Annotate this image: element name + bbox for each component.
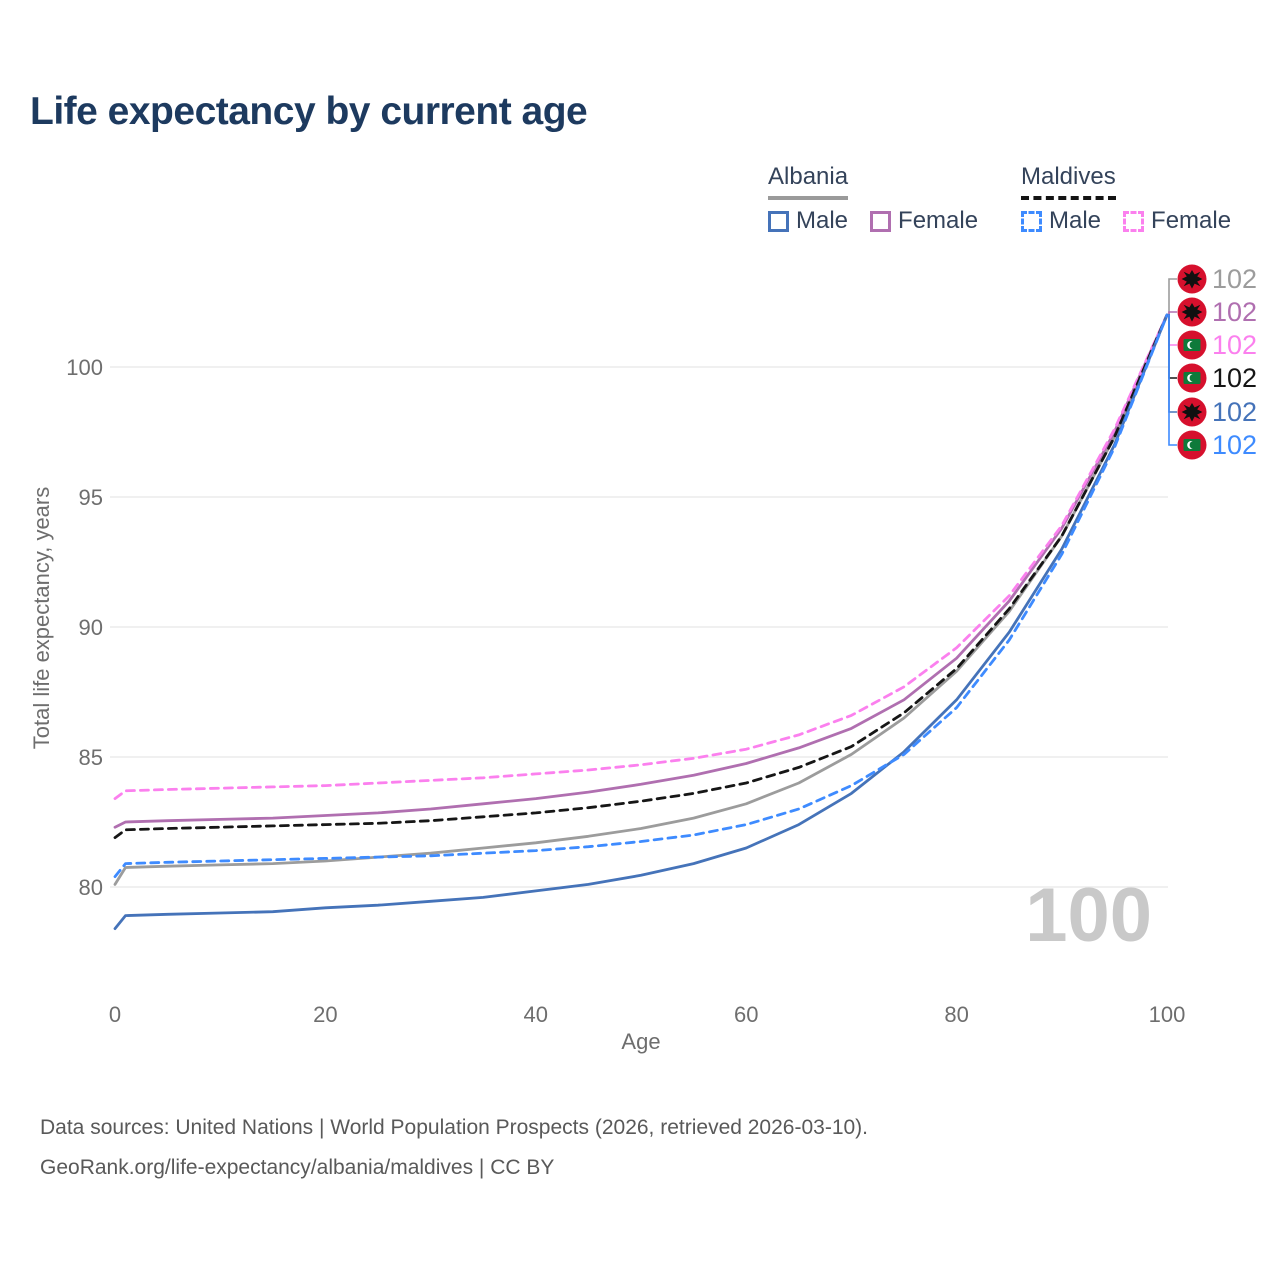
- legend-item-label: Female: [1151, 207, 1232, 234]
- legend-group-albania: Albania Male Female: [768, 163, 978, 235]
- legend-item-label: Female: [898, 207, 979, 234]
- legend-item-label: Male: [796, 207, 849, 234]
- end-value-label: 102: [1212, 264, 1257, 294]
- x-tick-label: 40: [524, 1002, 548, 1027]
- end-value-label: 102: [1212, 363, 1257, 393]
- maldives-female-swatch-icon: [1123, 210, 1145, 232]
- y-tick-label: 95: [79, 485, 103, 510]
- series-line-maldives-both[interactable]: [113, 313, 1169, 839]
- series-line-maldives-male[interactable]: [113, 313, 1169, 878]
- y-axis-ticks: 80 85 90 95 100: [66, 355, 103, 900]
- data-sources-note: Data sources: United Nations | World Pop…: [40, 1116, 869, 1139]
- albania-female-swatch-icon: [870, 210, 892, 232]
- legend: Albania Male Female Maldives Male Female: [0, 163, 1280, 243]
- legend-item-albania-female[interactable]: Female: [870, 207, 978, 235]
- end-value-label: 102: [1212, 397, 1257, 427]
- y-tick-label: 80: [79, 875, 103, 900]
- legend-header-maldives[interactable]: Maldives: [1021, 163, 1116, 200]
- x-axis-title: Age: [621, 1029, 660, 1054]
- end-value-label: 102: [1212, 430, 1257, 460]
- y-tick-label: 85: [79, 745, 103, 770]
- x-axis-ticks: 0 20 40 60 80 100: [109, 1002, 1185, 1027]
- footer: Data sources: United Nations | World Pop…: [40, 1108, 1190, 1188]
- legend-item-label: Male: [1049, 207, 1102, 234]
- age-indicator-watermark: 100: [1025, 873, 1152, 958]
- x-tick-label: 0: [109, 1002, 121, 1027]
- legend-header-albania[interactable]: Albania: [768, 163, 849, 200]
- maldives-male-swatch-icon: [1021, 210, 1042, 232]
- maldives-flag-icon: [1177, 430, 1207, 460]
- maldives-flag-icon: [1177, 330, 1207, 360]
- page-title: Life expectancy by current age: [30, 90, 588, 133]
- gridlines: [110, 366, 1168, 888]
- albania-flag-icon: [1177, 297, 1207, 327]
- source-url: GeoRank.org/life-expectancy/albania/mald…: [40, 1156, 555, 1179]
- legend-item-maldives-male[interactable]: Male: [1021, 207, 1101, 235]
- legend-item-albania-male[interactable]: Male: [768, 207, 848, 235]
- maldives-flag-icon: [1177, 363, 1207, 393]
- y-tick-label: 90: [79, 615, 103, 640]
- albania-male-swatch-icon: [768, 210, 789, 232]
- legend-item-maldives-female[interactable]: Female: [1123, 207, 1231, 235]
- series-line-albania-male[interactable]: [113, 313, 1169, 930]
- y-axis-title: Total life expectancy, years: [29, 487, 54, 750]
- legend-group-maldives: Maldives Male Female: [1021, 163, 1231, 235]
- y-tick-label: 100: [66, 355, 103, 380]
- leader-line: [1167, 278, 1177, 316]
- end-value-label: 102: [1212, 297, 1257, 327]
- albania-flag-icon: [1177, 397, 1207, 427]
- series-line-albania-female[interactable]: [113, 313, 1169, 829]
- series-line-albania-both[interactable]: [113, 313, 1169, 886]
- x-tick-label: 80: [944, 1002, 968, 1027]
- albania-flag-icon: [1177, 264, 1207, 294]
- series-line-maldives-female[interactable]: [113, 313, 1169, 800]
- end-value-label: 102: [1212, 330, 1257, 360]
- x-tick-label: 20: [313, 1002, 337, 1027]
- x-tick-label: 60: [734, 1002, 758, 1027]
- leader-line: [1167, 314, 1177, 446]
- x-tick-label: 100: [1149, 1002, 1186, 1027]
